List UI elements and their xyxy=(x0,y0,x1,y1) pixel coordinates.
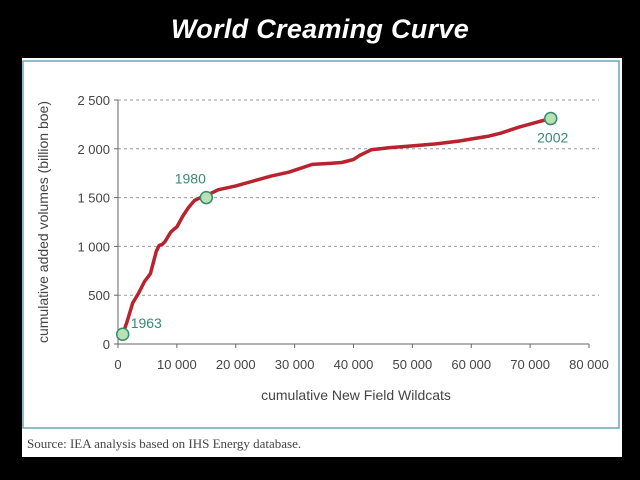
creaming-curve-line xyxy=(120,116,553,336)
y-tick-label: 0 xyxy=(103,337,110,352)
x-axis-title: cumulative New Field Wildcats xyxy=(261,387,451,403)
x-tick-label: 80 000 xyxy=(569,357,609,372)
y-tick-label: 2 000 xyxy=(77,142,110,157)
x-tick-label: 70 000 xyxy=(510,357,550,372)
x-tick-label: 50 000 xyxy=(392,357,432,372)
x-tick-label: 10 000 xyxy=(157,357,197,372)
year-marker-1963 xyxy=(115,327,130,341)
chart-frame xyxy=(22,60,620,429)
x-tick-label: 20 000 xyxy=(216,357,256,372)
year-label-1963: 1963 xyxy=(131,315,162,331)
x-tick-label: 60 000 xyxy=(451,357,491,372)
source-note: Source: IEA analysis based on IHS Energy… xyxy=(27,436,302,451)
year-label-2002: 2002 xyxy=(537,130,568,146)
x-tick-label: 40 000 xyxy=(334,357,374,372)
year-label-1980: 1980 xyxy=(175,171,206,187)
y-tick-label: 2 500 xyxy=(77,93,110,108)
y-tick-label: 1 500 xyxy=(77,191,110,206)
creaming-curve-chart: 0 500 1 000 1 500 2 000 2 500 0 10 000 20 000 30 … xyxy=(22,60,620,429)
y-tick-label: 500 xyxy=(88,288,110,303)
slide-title: World Creaming Curve xyxy=(170,14,470,44)
year-marker-1980 xyxy=(199,190,214,205)
y-axis-title: cumulative added volumes (billion boe) xyxy=(35,101,51,343)
y-tick-label: 1 000 xyxy=(77,239,110,254)
x-tick-label: 0 xyxy=(114,357,121,372)
year-marker-2002 xyxy=(543,111,558,126)
x-tick-label: 30 000 xyxy=(275,357,315,372)
chart-card: 0 500 1 000 1 500 2 000 2 500 0 10 000 20 000 30 … xyxy=(22,58,622,457)
